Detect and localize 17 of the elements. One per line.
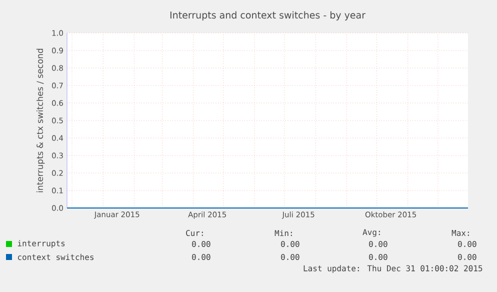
- text: 0.00: [281, 254, 300, 260]
- text: 0.00: [369, 254, 388, 260]
- text: Avg:: [362, 229, 380, 237]
- text: Min:: [274, 230, 292, 236]
- text: Cur:: [186, 230, 203, 236]
- text: 0.00: [458, 240, 476, 248]
- text: 0.00: [458, 254, 476, 260]
- text: Max:: [452, 230, 469, 236]
- chart-title: Interrupts and context switches - by year: [170, 11, 366, 20]
- text: 0.00: [192, 240, 210, 248]
- legend-label: context switches: [18, 254, 94, 260]
- text: 0.00: [369, 240, 388, 248]
- y-axis-title: interrupts & ctx switches / second: [36, 48, 45, 192]
- legend-label: interrupts: [18, 240, 65, 248]
- text: 0.00: [281, 240, 300, 248]
- text: 0.00: [192, 254, 210, 260]
- text: Last update: Thu Dec 31 01:00:02 2015: [304, 265, 482, 273]
